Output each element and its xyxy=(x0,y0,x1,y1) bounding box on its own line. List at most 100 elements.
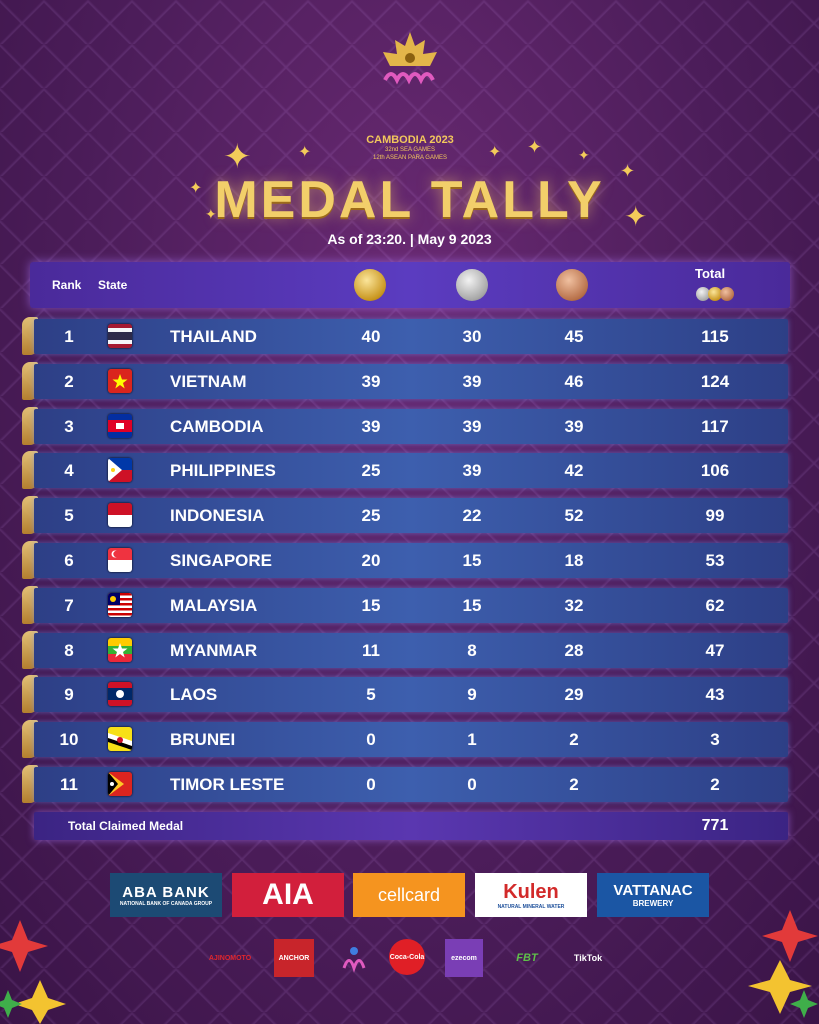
flag-icon xyxy=(108,458,132,483)
flag-icon xyxy=(108,727,132,752)
temple-emblem-icon xyxy=(383,32,437,85)
sparkle-icon: ✦ xyxy=(488,144,502,161)
gold-count-cell: 0 xyxy=(366,730,376,750)
table-row: 3 CAMBODIA 39 39 39 117 xyxy=(34,408,788,444)
table-row: 10 BRUNEI 0 1 2 3 xyxy=(34,722,788,758)
gold-medal-icon xyxy=(708,287,722,301)
gold-count-cell: 25 xyxy=(361,506,381,526)
bronze-count-cell: 2 xyxy=(569,730,579,750)
bronze-count-cell: 39 xyxy=(564,416,584,436)
total-count-cell: 106 xyxy=(700,461,730,481)
total-count-cell: 3 xyxy=(710,730,720,750)
table-row: 2 VIETNAM 39 39 46 124 xyxy=(34,363,788,399)
total-count-cell: 62 xyxy=(705,595,725,615)
gold-count-cell: 15 xyxy=(361,595,381,615)
rank-cell: 9 xyxy=(64,685,74,705)
gold-count-cell: 5 xyxy=(366,685,376,705)
sparkle-icon: ✦ xyxy=(223,138,252,176)
silver-count-cell: 1 xyxy=(467,730,477,750)
silver-count-cell: 15 xyxy=(462,551,482,570)
state-cell: LAOS xyxy=(170,685,218,705)
rank-cell: 1 xyxy=(64,327,74,346)
total-count-cell: 124 xyxy=(700,371,730,391)
state-cell: MYANMAR xyxy=(170,640,258,660)
flag-icon xyxy=(108,503,132,528)
coca-cola-logo: Coca-Cola xyxy=(389,939,425,975)
bronze-count-cell: 29 xyxy=(564,685,584,705)
gold-count-cell: 39 xyxy=(361,416,381,436)
total-count-cell: 99 xyxy=(705,506,725,526)
total-count-cell: 2 xyxy=(710,775,720,794)
bronze-count-cell: 32 xyxy=(564,595,584,615)
rank-cell: 4 xyxy=(64,461,74,481)
sparkle-icon: ✦ xyxy=(620,161,636,181)
silver-medal-icon xyxy=(696,287,710,301)
silver-count-cell: 8 xyxy=(467,640,477,660)
state-cell: MALAYSIA xyxy=(170,595,258,615)
rank-cell: 7 xyxy=(64,595,74,615)
decorative-stars-right xyxy=(748,910,818,1018)
event-emblem: CAMBODIA 2023 32nd SEA GAMES 12th ASEAN … xyxy=(360,32,460,161)
sparkle-icon: ✦ xyxy=(578,147,590,163)
silver-count-cell: 9 xyxy=(467,685,477,705)
table-row: 11 TIMOR LESTE 0 0 2 2 xyxy=(34,767,788,802)
total-column-header: Total xyxy=(695,266,726,281)
silver-count-cell: 15 xyxy=(462,595,482,615)
ezecom-logo: ezecom xyxy=(445,939,483,977)
bronze-count-cell: 28 xyxy=(564,640,584,660)
total-count-cell: 53 xyxy=(705,551,725,570)
state-cell: THAILAND xyxy=(170,327,257,346)
gold-count-cell: 20 xyxy=(361,551,381,570)
silver-count-cell: 22 xyxy=(462,506,482,526)
rank-cell: 3 xyxy=(64,416,74,436)
flag-icon xyxy=(108,772,132,796)
bronze-count-cell: 45 xyxy=(564,327,584,346)
rank-cell: 5 xyxy=(64,506,74,526)
aia-logo: AIA xyxy=(232,873,344,917)
bronze-count-cell: 2 xyxy=(569,775,579,794)
table-row: 8 MYANMAR 11 8 28 47 xyxy=(34,632,788,668)
state-column-header: State xyxy=(98,278,128,292)
total-count-cell: 47 xyxy=(705,640,725,660)
total-count-cell: 115 xyxy=(701,327,729,346)
bronze-medal-icon xyxy=(556,269,588,301)
gold-count-cell: 11 xyxy=(362,640,380,660)
sparkle-icon: ✦ xyxy=(205,206,217,222)
silver-count-cell: 39 xyxy=(462,416,482,436)
total-count-cell: 43 xyxy=(705,685,725,705)
emblem-line1: 32nd SEA GAMES xyxy=(384,147,436,153)
gold-medal-icon xyxy=(354,269,386,301)
state-cell: INDONESIA xyxy=(170,506,265,526)
rank-cell: 8 xyxy=(64,640,74,660)
bronze-count-cell: 42 xyxy=(564,461,584,481)
flag-icon xyxy=(108,413,132,438)
aba-bank-logo: ABA BANK NATIONAL BANK OF CANADA GROUP xyxy=(110,873,222,917)
total-claimed-label: Total Claimed Medal xyxy=(68,819,184,833)
state-cell: TIMOR LESTE xyxy=(170,775,285,794)
rank-cell: 6 xyxy=(64,551,74,570)
total-claimed-value: 771 xyxy=(701,817,729,834)
state-cell: BRUNEI xyxy=(170,730,236,750)
silver-count-cell: 39 xyxy=(462,461,482,481)
table-row: 5 INDONESIA 25 22 52 99 xyxy=(34,498,788,534)
table-row: 4 PHILIPPINES 25 39 42 106 xyxy=(34,453,788,489)
anchor-logo: ANCHOR xyxy=(274,939,314,977)
table-row: 1 THAILAND 40 30 45 115 xyxy=(34,319,788,354)
state-cell: CAMBODIA xyxy=(170,416,264,436)
emblem-line2: 12th ASEAN PARA GAMES xyxy=(373,155,447,161)
rank-cell: 10 xyxy=(59,730,79,750)
silver-count-cell: 0 xyxy=(467,775,477,794)
flag-icon xyxy=(108,592,132,617)
state-cell: SINGAPORE xyxy=(170,551,273,570)
total-claimed-row: Total Claimed Medal 771 xyxy=(34,812,788,840)
sparkle-icon: ✦ xyxy=(298,144,312,161)
bronze-count-cell: 18 xyxy=(564,551,584,570)
fbt-logo: FBT xyxy=(516,952,538,964)
sparkle-icon: ✦ xyxy=(189,180,203,197)
bronze-count-cell: 46 xyxy=(564,371,584,391)
gold-count-cell: 40 xyxy=(361,327,381,346)
silver-medal-icon xyxy=(456,269,488,301)
page-title: MEDAL TALLY xyxy=(214,171,605,229)
gold-count-cell: 25 xyxy=(361,461,381,481)
flag-icon xyxy=(108,682,132,707)
